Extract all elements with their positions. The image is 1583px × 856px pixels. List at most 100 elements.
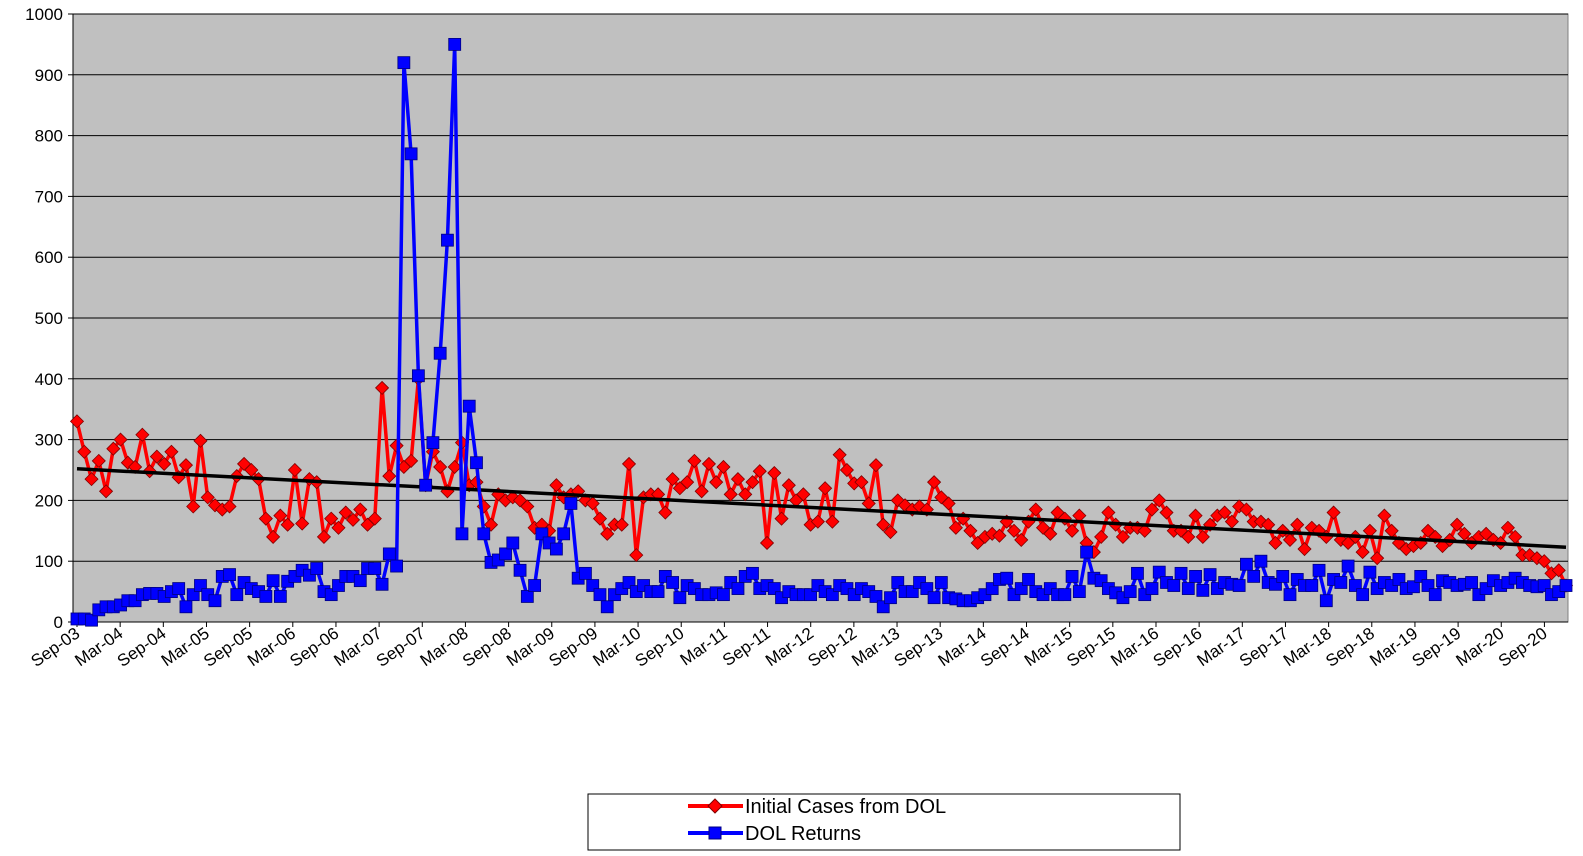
point-dol-returns [1131,566,1144,580]
x-tick-label: Sep-13 [891,624,947,671]
point-dol-returns [419,478,433,492]
x-tick-label: Mar-16 [1107,624,1162,670]
point-dol-returns [441,233,454,247]
point-initial-cases [331,520,346,535]
point-initial-cases [730,472,746,487]
gridlines [73,13,1568,562]
point-initial-cases [193,433,208,448]
point-initial-cases [1181,529,1196,544]
point-initial-cases [367,511,382,526]
point-initial-cases [963,523,978,538]
x-tick-label: Sep-16 [1150,624,1206,671]
point-initial-cases [992,528,1007,543]
point-dol-returns [259,590,273,603]
point-dol-returns [1203,568,1217,581]
point-initial-cases [447,459,462,475]
x-tick-label: Mar-10 [589,624,644,670]
point-dol-returns [1312,563,1326,577]
point-initial-cases [287,462,302,478]
point-initial-cases [687,453,702,468]
point-initial-cases [382,469,397,484]
legend-box [587,793,1181,851]
point-initial-cases [1449,517,1465,532]
point-initial-cases [1282,532,1298,547]
point-dol-returns [1189,570,1202,583]
point-initial-cases [832,447,847,462]
point-initial-cases [810,514,825,529]
point-initial-cases [69,414,85,429]
point-initial-cases [941,496,956,511]
point-initial-cases [1115,529,1130,544]
point-initial-cases [345,512,361,527]
x-tick-label: Mar-18 [1280,624,1335,670]
legend-marker-initial-cases [707,798,723,814]
point-dol-returns [411,369,425,383]
point-initial-cases [113,432,128,447]
point-dol-returns [172,582,186,595]
point-dol-returns [1283,588,1297,602]
point-initial-cases [164,444,179,459]
point-dol-returns [731,582,745,595]
point-initial-cases [614,517,629,532]
point-initial-cases [1500,520,1515,535]
x-tick-label: Sep-17 [1236,624,1292,671]
point-initial-cases [1028,502,1043,517]
point-initial-cases [621,456,637,471]
point-initial-cases [316,529,332,544]
point-initial-cases [709,475,724,490]
point-dol-returns [717,588,730,602]
point-dol-returns [1276,570,1290,583]
point-initial-cases [404,453,419,468]
x-tick-label: Sep-11 [719,624,774,670]
point-initial-cases [84,472,99,487]
point-initial-cases [694,484,709,499]
point-initial-cases [1537,554,1552,569]
point-dol-returns [470,456,483,470]
x-tick-label: Sep-14 [977,624,1033,671]
point-dol-returns [746,566,759,580]
point-initial-cases [1377,508,1392,523]
x-tick-label: Sep-08 [459,624,515,671]
point-dol-returns [477,527,491,541]
y-tick-label: 700 [35,187,63,206]
point-dol-returns [579,566,592,580]
point-dol-returns [1341,559,1355,573]
point-initial-cases [1355,545,1370,560]
point-initial-cases [273,508,288,523]
point-initial-cases [592,511,608,526]
point-dol-returns [368,562,382,575]
point-dol-returns [1167,579,1181,592]
point-dol-returns [557,527,571,541]
point-initial-cases [200,490,215,505]
point-initial-cases [77,444,92,459]
point-dol-returns [513,563,527,577]
x-tick-label: Mar-05 [158,624,213,670]
point-initial-cases [1326,505,1341,520]
point-initial-cases [1297,541,1312,557]
point-dol-returns [884,591,897,605]
point-initial-cases [883,524,898,540]
x-tick-label: Mar-11 [677,624,731,670]
point-initial-cases [1094,529,1109,544]
point-initial-cases [600,526,615,541]
point-initial-cases [759,535,775,551]
legend-label-dol-returns: DOL Returns [745,823,861,845]
x-tick-label: Mar-20 [1453,624,1508,670]
point-dol-returns [273,590,287,603]
legend-label-initial-cases: Initial Cases from DOL [745,796,946,818]
point-dol-returns [397,56,411,70]
point-initial-cases [767,465,782,481]
y-tick-label: 100 [35,552,63,571]
point-initial-cases [1065,523,1080,538]
point-initial-cases [854,475,869,490]
point-initial-cases [149,449,164,464]
x-axis: Sep-03Mar-04Sep-04Mar-05Sep-05Mar-06Sep-… [27,621,1568,671]
x-tick-label: Mar-12 [762,624,817,670]
point-dol-returns [927,591,941,605]
point-dol-returns [549,542,563,556]
point-dol-returns [390,559,403,573]
legend-marker-dol-returns [708,826,722,840]
point-initial-cases [91,453,106,468]
point-initial-cases [658,505,673,520]
point-initial-cases [1239,502,1254,517]
